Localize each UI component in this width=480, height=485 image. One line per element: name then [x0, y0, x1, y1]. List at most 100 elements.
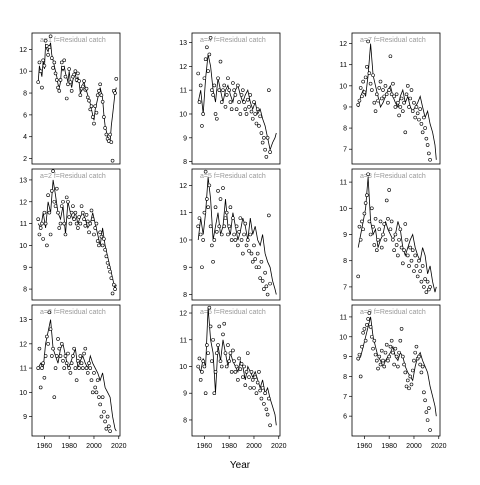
data-point	[422, 285, 426, 289]
data-point	[259, 131, 264, 135]
data-point	[420, 130, 425, 135]
data-point	[63, 232, 68, 237]
data-point	[40, 221, 44, 226]
data-point	[392, 94, 396, 99]
y-tick-label: 8	[343, 258, 347, 265]
data-point	[267, 88, 271, 92]
data-point	[358, 86, 363, 90]
data-point	[99, 414, 104, 419]
data-point	[386, 216, 390, 221]
data-point	[265, 412, 270, 417]
data-point	[48, 34, 53, 39]
data-point	[258, 388, 262, 393]
data-point	[255, 251, 260, 256]
data-point	[403, 222, 408, 226]
data-point	[216, 343, 220, 347]
data-point	[92, 371, 96, 375]
data-point	[45, 243, 49, 248]
data-point	[77, 79, 81, 83]
data-point	[67, 366, 71, 370]
data-point	[114, 77, 119, 81]
data-point	[238, 216, 243, 220]
data-point	[53, 366, 58, 370]
y-tick-label: 7	[343, 394, 347, 401]
data-point	[367, 311, 372, 315]
data-point	[409, 88, 414, 92]
data-point	[242, 364, 246, 369]
data-point	[398, 105, 403, 109]
data-point	[409, 258, 414, 263]
data-point	[90, 217, 95, 222]
x-tick-label: 2020	[431, 443, 447, 450]
series-line	[197, 307, 277, 426]
data-point	[42, 210, 47, 215]
data-point	[196, 364, 200, 369]
data-point	[265, 292, 270, 297]
data-point	[103, 126, 107, 130]
data-point	[95, 378, 100, 383]
data-point	[213, 205, 218, 210]
data-point	[257, 265, 261, 270]
data-point	[226, 76, 230, 81]
data-point	[54, 78, 59, 82]
data-point	[372, 100, 377, 105]
data-point	[370, 334, 374, 339]
data-point	[382, 364, 387, 369]
data-point	[93, 385, 98, 390]
data-point	[249, 251, 254, 256]
data-point	[227, 359, 231, 363]
data-point	[414, 264, 419, 268]
data-point	[414, 105, 419, 109]
data-point	[412, 269, 416, 273]
data-point	[108, 269, 112, 274]
data-point	[363, 75, 368, 80]
data-point	[43, 38, 48, 43]
data-point	[365, 65, 369, 69]
data-point	[203, 391, 208, 396]
data-point	[84, 86, 89, 91]
y-tick-label: 10	[339, 206, 347, 213]
data-point	[85, 95, 90, 100]
data-point	[361, 227, 365, 232]
panel-label: a=9 f=Residual catch	[360, 309, 426, 316]
data-point	[99, 93, 104, 98]
panel-label: a=1 f=Residual catch	[40, 37, 106, 44]
data-point	[41, 237, 45, 241]
data-point	[196, 224, 200, 229]
data-point	[79, 361, 84, 366]
data-point	[397, 113, 401, 118]
panel-label: a=7 f=Residual catch	[360, 37, 426, 44]
data-point	[241, 375, 245, 379]
data-point	[95, 239, 100, 243]
data-point	[95, 93, 100, 98]
data-point	[408, 96, 413, 101]
data-point	[393, 232, 398, 237]
data-point	[51, 346, 55, 351]
data-point	[399, 96, 404, 101]
data-point	[388, 54, 393, 59]
data-point	[76, 226, 80, 230]
data-point	[392, 248, 396, 253]
data-point	[105, 261, 110, 265]
data-point	[396, 253, 400, 258]
data-point	[97, 89, 101, 93]
data-point	[373, 352, 378, 357]
data-point	[381, 88, 385, 92]
data-point	[212, 83, 217, 88]
data-point	[262, 287, 266, 291]
data-point	[57, 89, 62, 93]
data-point	[74, 378, 79, 383]
data-point	[244, 112, 249, 116]
data-point	[424, 136, 429, 141]
data-point	[48, 232, 53, 237]
data-point	[210, 243, 214, 248]
data-point	[224, 93, 229, 97]
data-point	[260, 386, 265, 390]
data-point	[198, 232, 203, 237]
data-point	[401, 109, 405, 113]
y-tick-label: 12	[19, 341, 27, 348]
data-point	[415, 274, 420, 279]
data-point	[224, 210, 229, 215]
data-point	[219, 100, 224, 104]
